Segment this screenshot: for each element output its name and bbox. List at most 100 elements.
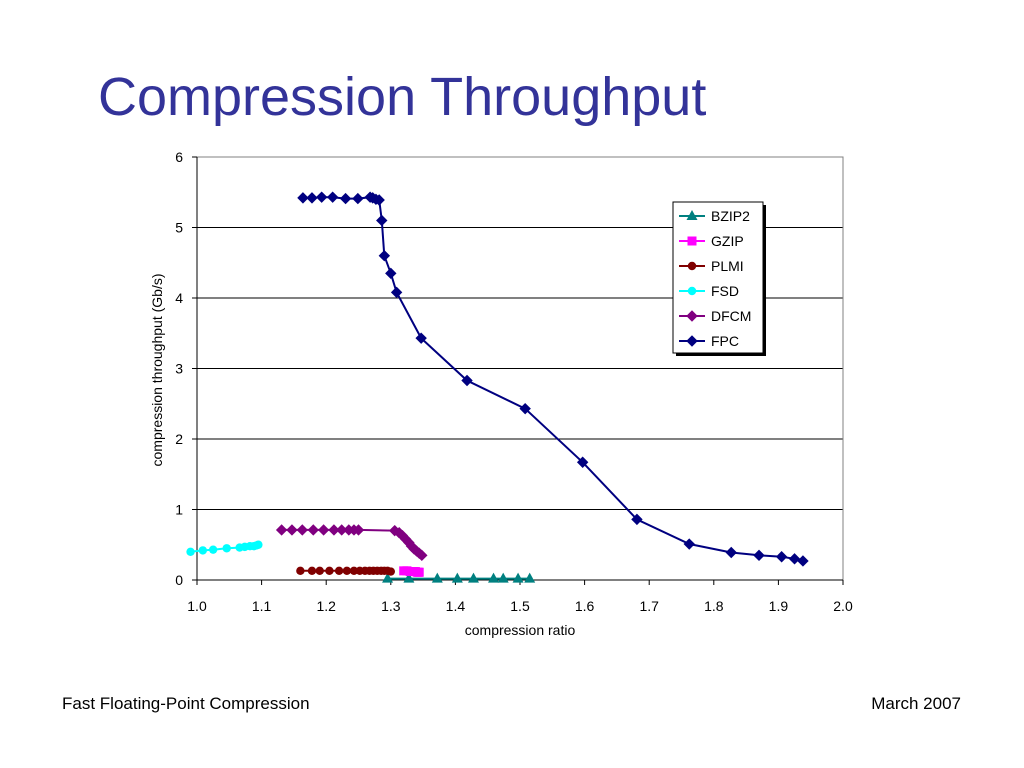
series-fpc [297, 191, 809, 567]
series-dfcm [275, 524, 428, 562]
data-point-plmi [296, 566, 305, 576]
data-point-fpc [352, 192, 364, 205]
legend: BZIP2 GZIP PLMI FSD DFCM FPC [672, 201, 766, 356]
x-tick-label: 1.9 [769, 598, 789, 614]
data-point-bzip2 [488, 572, 500, 583]
series-layer [186, 191, 809, 583]
data-point-dfcm [275, 524, 288, 536]
data-point-fpc [297, 192, 309, 204]
data-point-plmi [315, 566, 324, 576]
slide-title: Compression Throughput [98, 67, 707, 127]
y-tick-label: 3 [175, 361, 183, 377]
footer-presentation-title: Fast Floating-Point Compression [62, 694, 310, 713]
legend-label-plmi: PLMI [711, 258, 744, 274]
legend-marker-plmi [687, 261, 697, 271]
series-fsd [186, 540, 263, 556]
y-tick-label: 5 [175, 220, 183, 236]
legend-marker-bzip2 [686, 210, 698, 220]
data-point-dfcm [352, 524, 365, 536]
data-point-dfcm [317, 524, 330, 536]
series-plmi [296, 566, 395, 576]
data-point-bzip2 [403, 572, 415, 583]
data-point-plmi [307, 566, 317, 576]
data-point-bzip2 [524, 572, 536, 583]
footer-date: March 2007 [871, 694, 961, 713]
data-point-fpc [376, 214, 388, 227]
x-tick-label: 1.3 [381, 598, 401, 614]
legend-label-bzip2: BZIP2 [711, 208, 750, 224]
data-point-fpc [306, 192, 318, 204]
data-point-bzip2 [382, 572, 394, 583]
data-point-fsd [222, 544, 231, 553]
data-point-fpc [519, 402, 531, 415]
data-point-fpc [576, 456, 589, 468]
data-point-fpc [373, 194, 385, 206]
data-point-plmi [349, 566, 359, 576]
data-point-bzip2 [497, 572, 509, 583]
x-tick-label: 1.0 [187, 598, 207, 614]
data-point-fpc [339, 192, 352, 205]
x-axis-label: compression ratio [465, 622, 576, 638]
legend-box [672, 201, 764, 354]
data-point-fpc [461, 374, 473, 387]
data-point-fpc [753, 549, 765, 562]
x-tick-label: 2.0 [833, 598, 853, 614]
x-tick-label: 1.8 [704, 598, 724, 614]
x-tick-label: 1.1 [252, 598, 272, 614]
x-tick-label: 1.2 [316, 598, 336, 614]
y-tick-label: 1 [175, 502, 183, 518]
x-tick-label: 1.7 [639, 598, 659, 614]
y-tick-label: 2 [175, 431, 183, 447]
series-gzip [399, 566, 424, 577]
data-point-fpc [725, 546, 737, 559]
data-point-bzip2 [512, 572, 524, 583]
x-tick-label: 1.6 [575, 598, 595, 614]
legend-label-gzip: GZIP [711, 233, 744, 249]
legend-marker-fpc [686, 335, 698, 347]
data-point-plmi [342, 566, 352, 576]
y-tick-label: 4 [175, 290, 183, 306]
legend-items: BZIP2 GZIP PLMI FSD DFCM FPC [679, 208, 751, 349]
data-point-gzip [414, 567, 424, 577]
data-point-fsd [186, 547, 195, 556]
legend-label-fsd: FSD [711, 283, 739, 299]
data-point-dfcm [307, 524, 319, 536]
data-point-plmi [334, 566, 344, 576]
data-point-bzip2 [431, 572, 443, 583]
data-point-fpc [315, 191, 328, 203]
data-point-plmi [386, 567, 395, 576]
data-point-fsd [254, 540, 263, 549]
data-point-fpc [775, 551, 788, 563]
data-point-bzip2 [451, 572, 463, 583]
axis-layer: 0 1 2 3 4 5 6 1.0 1.1 1.2 1.3 1.4 1.5 1.6 1.7 1.8 1.9 2.0 [175, 149, 853, 614]
data-point-fsd [198, 546, 208, 555]
data-point-dfcm [416, 549, 428, 562]
data-point-fpc [797, 555, 809, 567]
x-tick-label: 1.4 [446, 598, 466, 614]
data-point-fpc [326, 191, 339, 203]
data-point-dfcm [328, 524, 340, 536]
legend-marker-gzip [687, 236, 697, 246]
data-point-plmi [325, 566, 334, 576]
series-bzip2 [382, 572, 536, 583]
data-point-dfcm [296, 524, 309, 536]
data-point-fpc [631, 513, 643, 526]
legend-label-dfcm: DFCM [711, 308, 751, 324]
data-point-fpc [390, 286, 403, 299]
legend-label-fpc: FPC [711, 333, 739, 349]
data-point-fpc [788, 553, 801, 565]
legend-marker-dfcm [686, 310, 698, 322]
data-point-fpc [385, 267, 397, 280]
y-tick-label: 0 [175, 572, 183, 588]
y-axis-label: compression throughput (Gb/s) [149, 274, 165, 467]
data-point-fpc [415, 332, 427, 344]
legend-marker-fsd [687, 286, 697, 296]
grid-layer [197, 227, 843, 510]
data-point-dfcm [286, 524, 298, 536]
y-tick-label: 6 [175, 149, 183, 165]
data-point-fsd [208, 545, 218, 554]
data-point-fpc [378, 249, 391, 262]
data-point-bzip2 [467, 572, 479, 583]
data-point-fpc [683, 538, 695, 550]
